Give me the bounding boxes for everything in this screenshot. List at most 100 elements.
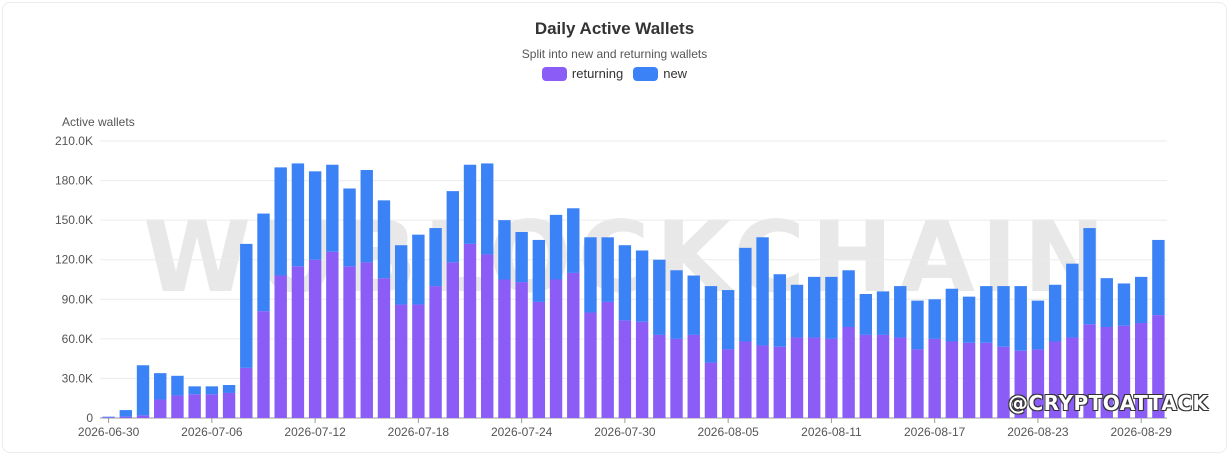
bar-new[interactable]: [360, 170, 373, 263]
bar-returning[interactable]: [876, 334, 890, 418]
bar-returning[interactable]: [1066, 337, 1079, 418]
bar-new[interactable]: [584, 237, 597, 313]
bar-returning[interactable]: [894, 337, 907, 418]
bar-returning[interactable]: [171, 395, 184, 418]
bar-returning[interactable]: [1031, 349, 1045, 418]
bar-new[interactable]: [567, 208, 580, 273]
bar-returning[interactable]: [721, 349, 735, 418]
bar-returning[interactable]: [257, 311, 270, 418]
bar-returning[interactable]: [773, 346, 786, 418]
bar-new[interactable]: [481, 163, 494, 255]
bar-returning[interactable]: [601, 301, 614, 418]
bar-returning[interactable]: [394, 304, 408, 418]
bar-returning[interactable]: [136, 415, 150, 418]
bar-returning[interactable]: [429, 286, 442, 418]
bar-returning[interactable]: [188, 394, 201, 418]
bar-new[interactable]: [1083, 228, 1096, 325]
bar-returning[interactable]: [928, 338, 941, 418]
bar-new[interactable]: [894, 286, 907, 338]
bar-returning[interactable]: [653, 334, 666, 418]
bar-new[interactable]: [1066, 263, 1079, 338]
bar-returning[interactable]: [291, 266, 305, 418]
bar-returning[interactable]: [119, 416, 133, 418]
bar-new[interactable]: [945, 288, 959, 342]
bar-new[interactable]: [1048, 284, 1062, 342]
bar-returning[interactable]: [222, 392, 236, 418]
bar-new[interactable]: [704, 286, 718, 363]
bar-returning[interactable]: [825, 338, 838, 418]
bar-returning[interactable]: [463, 243, 477, 418]
bar-new[interactable]: [394, 245, 408, 305]
bar-returning[interactable]: [670, 338, 683, 418]
bar-returning[interactable]: [980, 342, 993, 418]
bar-returning[interactable]: [549, 279, 563, 419]
bar-new[interactable]: [962, 296, 976, 343]
bar-returning[interactable]: [360, 262, 373, 418]
bar-new[interactable]: [326, 164, 339, 252]
bar-returning[interactable]: [584, 312, 597, 418]
bar-new[interactable]: [377, 200, 391, 279]
bar-new[interactable]: [790, 284, 804, 338]
bar-new[interactable]: [859, 294, 873, 335]
bar-new[interactable]: [670, 270, 683, 339]
bar-new[interactable]: [532, 239, 546, 302]
bar-new[interactable]: [257, 213, 270, 312]
bar-new[interactable]: [291, 163, 305, 267]
bar-new[interactable]: [136, 365, 150, 416]
bar-new[interactable]: [739, 247, 752, 342]
bar-returning[interactable]: [308, 259, 322, 418]
bar-new[interactable]: [773, 274, 786, 347]
bar-returning[interactable]: [962, 342, 976, 418]
bar-returning[interactable]: [911, 349, 924, 418]
bar-returning[interactable]: [102, 417, 115, 418]
bar-returning[interactable]: [532, 301, 546, 418]
bar-returning[interactable]: [240, 367, 253, 418]
bar-new[interactable]: [549, 214, 563, 280]
bar-new[interactable]: [188, 386, 201, 395]
bar-returning[interactable]: [635, 321, 649, 418]
bar-returning[interactable]: [446, 262, 459, 418]
bar-new[interactable]: [274, 167, 287, 276]
bar-returning[interactable]: [377, 278, 391, 418]
bar-returning[interactable]: [326, 251, 339, 418]
bar-returning[interactable]: [1014, 350, 1027, 418]
bar-new[interactable]: [1152, 239, 1165, 316]
bar-new[interactable]: [446, 191, 459, 263]
bar-returning[interactable]: [997, 346, 1010, 418]
bar-returning[interactable]: [515, 282, 528, 418]
bar-returning[interactable]: [567, 272, 580, 418]
bar-new[interactable]: [601, 237, 614, 302]
bar-returning[interactable]: [618, 320, 632, 418]
bar-returning[interactable]: [739, 341, 752, 418]
bar-new[interactable]: [618, 245, 632, 321]
bar-new[interactable]: [240, 243, 253, 368]
bar-returning[interactable]: [498, 279, 511, 419]
bar-returning[interactable]: [1048, 341, 1062, 418]
bar-returning[interactable]: [808, 337, 821, 418]
legend-item-new[interactable]: new: [633, 66, 687, 81]
bar-returning[interactable]: [704, 362, 718, 418]
bar-returning[interactable]: [859, 334, 873, 418]
bar-new[interactable]: [1134, 276, 1148, 324]
bar-returning[interactable]: [1134, 323, 1148, 418]
bar-returning[interactable]: [154, 399, 167, 418]
bar-new[interactable]: [463, 164, 477, 244]
bar-returning[interactable]: [1152, 315, 1165, 418]
bar-new[interactable]: [687, 275, 700, 335]
bar-new[interactable]: [808, 276, 821, 338]
bar-new[interactable]: [102, 416, 115, 418]
bar-new[interactable]: [997, 286, 1010, 347]
bar-new[interactable]: [635, 250, 649, 322]
bar-returning[interactable]: [1083, 324, 1096, 418]
bar-returning[interactable]: [842, 326, 855, 418]
bar-returning[interactable]: [687, 334, 700, 418]
bar-new[interactable]: [928, 299, 941, 339]
bar-new[interactable]: [1117, 283, 1131, 326]
bar-new[interactable]: [119, 410, 133, 417]
bar-returning[interactable]: [343, 266, 356, 418]
bar-new[interactable]: [980, 286, 993, 343]
bar-new[interactable]: [498, 220, 511, 280]
bar-returning[interactable]: [945, 341, 959, 418]
bar-new[interactable]: [842, 270, 855, 327]
bar-returning[interactable]: [756, 345, 769, 418]
